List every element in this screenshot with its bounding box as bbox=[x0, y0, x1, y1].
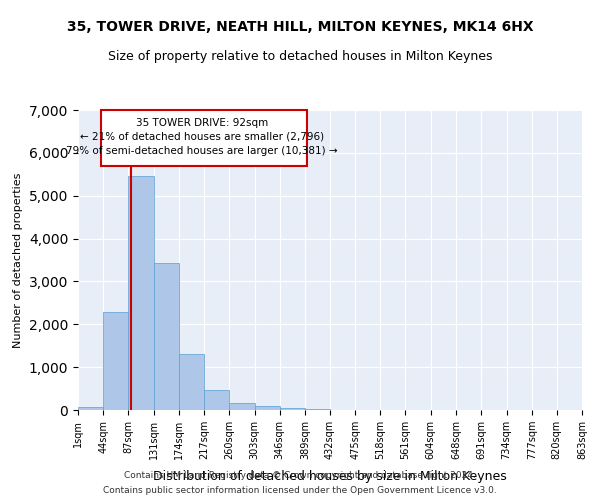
Bar bbox=[204, 390, 229, 410]
Bar bbox=[280, 408, 305, 410]
Bar bbox=[305, 408, 330, 410]
Bar bbox=[78, 407, 103, 410]
Y-axis label: Number of detached properties: Number of detached properties bbox=[13, 172, 23, 348]
Text: 35 TOWER DRIVE: 92sqm
← 21% of detached houses are smaller (2,796)
79% of semi-d: 35 TOWER DRIVE: 92sqm ← 21% of detached … bbox=[67, 118, 338, 156]
Bar bbox=[229, 403, 254, 410]
Text: 35, TOWER DRIVE, NEATH HILL, MILTON KEYNES, MK14 6HX: 35, TOWER DRIVE, NEATH HILL, MILTON KEYN… bbox=[67, 20, 533, 34]
Text: Contains HM Land Registry data © Crown copyright and database right 2024.: Contains HM Land Registry data © Crown c… bbox=[124, 471, 476, 480]
Text: Size of property relative to detached houses in Milton Keynes: Size of property relative to detached ho… bbox=[108, 50, 492, 63]
X-axis label: Distribution of detached houses by size in Milton Keynes: Distribution of detached houses by size … bbox=[153, 470, 507, 484]
Bar bbox=[103, 312, 128, 410]
Bar bbox=[179, 354, 204, 410]
Bar bbox=[154, 263, 179, 410]
Bar bbox=[254, 406, 280, 410]
Bar bbox=[128, 176, 154, 410]
FancyBboxPatch shape bbox=[101, 110, 307, 166]
Text: Contains public sector information licensed under the Open Government Licence v3: Contains public sector information licen… bbox=[103, 486, 497, 495]
